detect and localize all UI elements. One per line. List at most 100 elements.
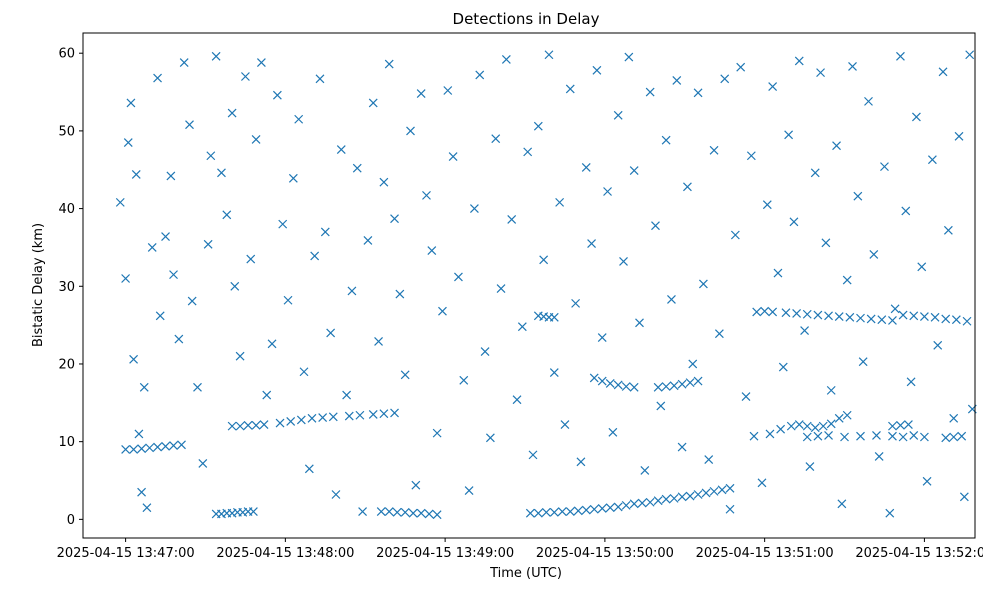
data-point-track	[794, 420, 804, 429]
data-point	[368, 98, 378, 108]
data-point	[517, 322, 527, 332]
data-point-track	[605, 503, 615, 513]
data-point-track	[597, 376, 607, 386]
data-point-track	[845, 312, 855, 322]
data-point	[603, 187, 612, 196]
data-point	[187, 296, 197, 306]
data-point	[304, 464, 314, 474]
data-point	[459, 375, 469, 385]
data-point-track	[904, 420, 913, 429]
data-point-track	[177, 440, 186, 450]
data-point-track	[227, 421, 237, 431]
data-point	[310, 251, 320, 261]
data-point	[725, 504, 735, 514]
data-point-track	[693, 490, 703, 499]
data-point-track	[888, 316, 897, 325]
data-point	[549, 368, 559, 377]
data-point	[869, 249, 879, 259]
data-point-track	[685, 491, 695, 501]
data-point-track	[549, 312, 559, 322]
y-axis-title: Bistatic Delay (km)	[31, 223, 46, 347]
data-point	[206, 151, 216, 161]
data-point-track	[565, 507, 575, 517]
data-point	[185, 120, 194, 130]
data-point-track	[661, 382, 671, 391]
data-point-track	[930, 312, 940, 322]
data-point-track	[573, 506, 583, 516]
data-point-track	[637, 498, 647, 508]
data-point	[587, 239, 596, 248]
data-point-track	[898, 432, 908, 442]
data-point	[890, 304, 900, 314]
data-point	[651, 221, 660, 231]
y-tick-label: 50	[58, 124, 75, 139]
data-point-track	[888, 431, 897, 441]
data-point	[752, 307, 762, 317]
data-point	[949, 413, 959, 423]
data-point-track	[818, 421, 828, 431]
data-point-track	[749, 431, 759, 441]
data-point	[544, 50, 554, 60]
data-point-track	[145, 443, 154, 453]
data-point-track	[826, 419, 836, 429]
data-point	[153, 73, 162, 83]
data-point-track	[392, 507, 402, 517]
data-point	[342, 390, 352, 400]
data-point	[698, 279, 708, 289]
data-point	[965, 50, 975, 60]
data-point-track	[525, 508, 535, 518]
data-point-track	[296, 415, 306, 425]
data-point-track	[605, 378, 615, 388]
data-point-track	[344, 411, 354, 421]
data-point	[581, 162, 591, 172]
data-point	[129, 354, 139, 364]
data-point-track	[533, 508, 543, 518]
data-point	[619, 256, 628, 266]
data-point	[272, 90, 282, 100]
data-point	[778, 362, 788, 372]
data-point	[179, 58, 189, 67]
data-point	[294, 114, 304, 124]
data-point	[475, 70, 485, 80]
data-point	[608, 427, 618, 437]
data-point-track	[379, 409, 389, 419]
data-point	[832, 141, 841, 151]
data-point	[555, 197, 565, 207]
data-point	[896, 51, 905, 61]
data-point	[222, 210, 232, 220]
data-point	[363, 236, 373, 245]
data-point	[115, 197, 125, 207]
data-point-track	[621, 500, 631, 510]
data-point-track	[768, 307, 778, 317]
data-point	[230, 281, 240, 291]
data-point-track	[355, 410, 365, 420]
data-point	[864, 96, 873, 106]
x-tick-label: 2025-04-15 13:48:00	[216, 546, 354, 561]
data-point	[683, 182, 692, 192]
x-tick-label: 2025-04-15 13:52:00	[855, 546, 983, 561]
data-point-track	[776, 424, 786, 434]
data-point	[789, 217, 799, 227]
data-point	[438, 306, 447, 316]
data-point	[336, 145, 346, 154]
data-point-track	[813, 431, 823, 441]
data-point	[762, 200, 772, 210]
data-point	[576, 457, 586, 467]
data-point-track	[275, 418, 285, 428]
data-point	[464, 486, 474, 496]
data-point-track	[259, 420, 269, 429]
data-point-track	[677, 492, 687, 502]
data-point	[704, 455, 714, 464]
data-point	[283, 295, 293, 305]
data-point	[320, 227, 330, 237]
data-point	[624, 52, 634, 62]
data-point	[174, 334, 184, 344]
data-point	[400, 370, 410, 380]
data-point	[635, 318, 644, 328]
data-point-track	[792, 309, 802, 318]
data-point	[121, 274, 131, 283]
data-point	[134, 429, 144, 439]
data-point	[246, 254, 256, 264]
data-point	[640, 465, 650, 475]
